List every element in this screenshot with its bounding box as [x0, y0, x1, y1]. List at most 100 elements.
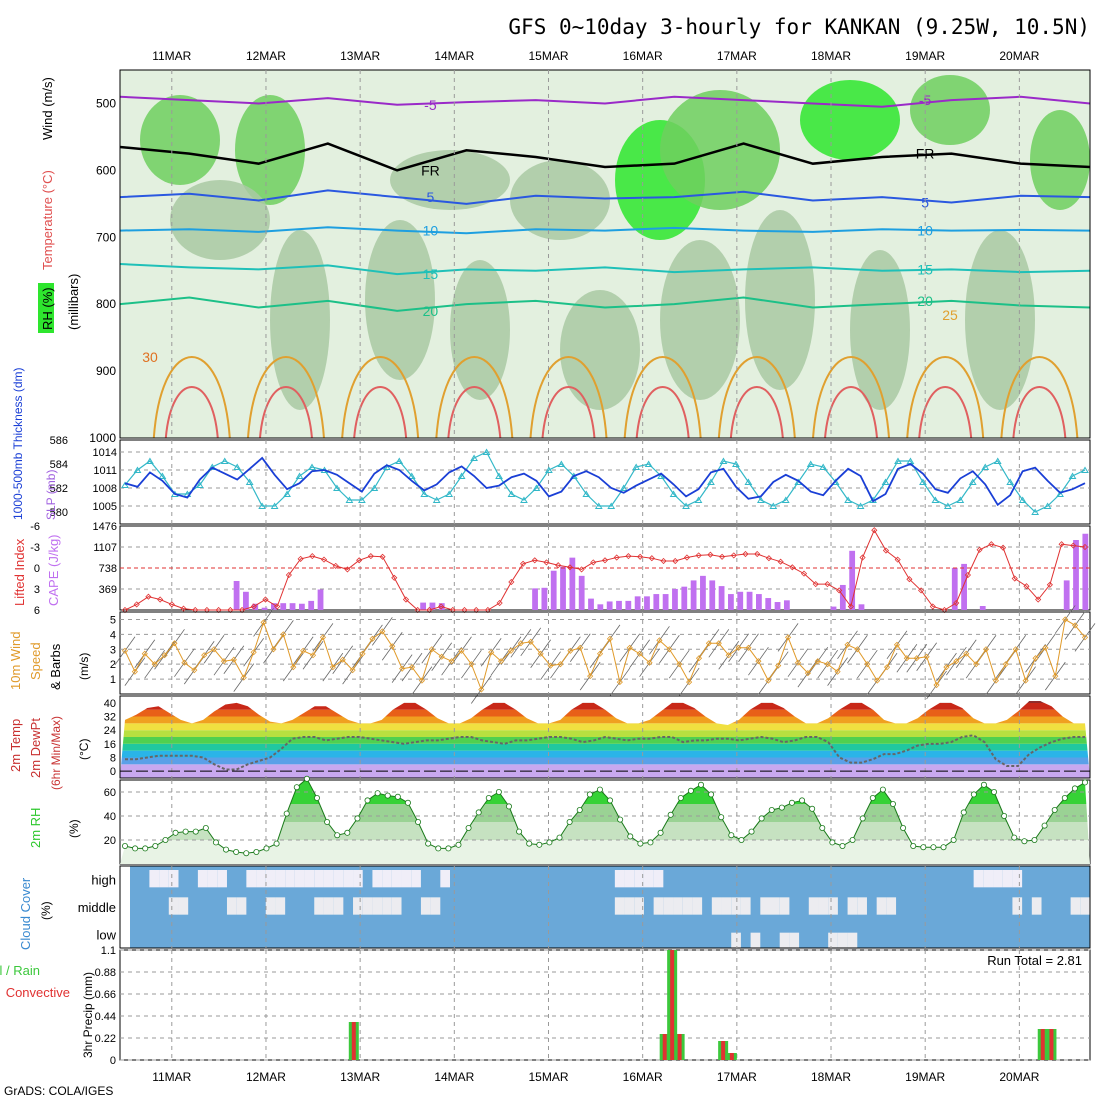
- isotherm-FR: [119, 142, 1091, 172]
- isotherm-label: -5: [424, 97, 437, 113]
- rh-point: [485, 795, 492, 802]
- panel-frame: [119, 695, 1091, 779]
- slp-point: [482, 448, 491, 455]
- cloud-gap-middle: [828, 897, 838, 915]
- wind-speed-point: [527, 638, 534, 645]
- isotherm--5: [119, 95, 1091, 108]
- cloud-gap-high: [411, 870, 421, 888]
- rh-point: [546, 839, 553, 846]
- pressure-tick: 600: [96, 163, 116, 177]
- rh-point: [334, 832, 341, 839]
- temperature-band: [120, 716, 1090, 724]
- cloud-gap-high: [1012, 870, 1023, 888]
- lifted-index-point: [953, 599, 960, 607]
- rh-point: [536, 841, 543, 848]
- lifted-index-point: [496, 599, 503, 607]
- isotherm-label: 20: [917, 293, 933, 309]
- rh-point: [596, 786, 603, 793]
- rh-point: [627, 833, 634, 840]
- lifted-index-point: [1035, 596, 1042, 603]
- day-label-top: 20MAR: [999, 49, 1039, 63]
- day-label-bottom: 19MAR: [905, 1070, 945, 1084]
- rh-shade: [510, 160, 610, 240]
- dewpoint-line: [125, 734, 1085, 771]
- slp-point: [407, 472, 416, 479]
- cape-bar: [550, 570, 557, 610]
- wind-speed-point: [151, 661, 158, 668]
- wind-speed-point: [220, 658, 228, 665]
- slp-point: [245, 478, 254, 485]
- cape-bar: [718, 586, 725, 610]
- rh-shade: [965, 230, 1035, 410]
- wind-speed-point: [567, 647, 574, 654]
- rh-point: [344, 829, 351, 836]
- cape-bar: [588, 598, 594, 610]
- wind-speed-point: [824, 661, 831, 668]
- precip-label: Total / Rain: [0, 963, 40, 978]
- lifted-index-point: [1023, 583, 1030, 590]
- lifted-index-point: [379, 553, 386, 560]
- cape-bar: [756, 594, 762, 610]
- wind-speed-point: [379, 628, 386, 635]
- isotherm-30-loop: [1012, 386, 1067, 439]
- wind-speed-point: [349, 667, 356, 674]
- wind-speed-point: [547, 662, 554, 669]
- panel-frame: [119, 69, 1091, 439]
- temp2m-unit: (°C): [77, 739, 91, 760]
- slp-point: [470, 454, 478, 461]
- cloud-gap-middle: [682, 897, 693, 915]
- cloud-gap-high: [217, 870, 227, 888]
- lifted-index-point: [918, 587, 925, 594]
- rh-point: [273, 840, 280, 847]
- day-label-bottom: 11MAR: [152, 1070, 191, 1084]
- isotherm-30-loop: [729, 386, 784, 439]
- rh-point: [637, 840, 644, 847]
- cape-bar: [765, 598, 772, 610]
- slp-point: [756, 496, 765, 503]
- panel-frame: [119, 949, 1091, 1061]
- lifted-index-point: [1011, 575, 1018, 582]
- rh-shade: [170, 180, 270, 260]
- precip-tick: 0.22: [95, 1033, 116, 1045]
- cape-bar: [961, 563, 967, 610]
- rh-point: [364, 797, 371, 804]
- wind-speed-point: [309, 652, 317, 659]
- cape-bar: [429, 602, 436, 610]
- precip-convective-bar: [729, 1053, 734, 1060]
- lifted-index-point: [660, 557, 667, 565]
- lifted-index-point: [695, 552, 702, 559]
- cape-tick: 1107: [93, 542, 117, 554]
- lifted-index-point: [1058, 541, 1065, 548]
- cloud-gap-high: [983, 870, 994, 888]
- temp2m-label: 2m DewPt: [28, 718, 43, 778]
- cloud-gap-middle: [876, 897, 887, 915]
- rh-point: [313, 795, 320, 802]
- day-label-bottom: 18MAR: [811, 1070, 851, 1084]
- lifted-index-point: [999, 544, 1007, 551]
- cape-bar: [979, 606, 986, 610]
- isotherm-10: [119, 226, 1091, 235]
- rh-point: [657, 829, 664, 836]
- rh-point: [778, 804, 785, 811]
- lifted-index-point: [508, 578, 515, 586]
- cape-bar: [830, 606, 837, 610]
- wind-speed-point: [498, 658, 505, 665]
- rh-shade: [270, 230, 330, 410]
- temperature-band: [120, 737, 1090, 744]
- wind-speed-point: [329, 664, 336, 671]
- cape-bar: [597, 604, 604, 610]
- rh-point: [415, 819, 422, 826]
- cape-bar: [662, 594, 669, 610]
- isotherm-25-loop: [1000, 356, 1079, 439]
- cloud-gap-middle: [711, 897, 722, 915]
- rh-tick: 60: [104, 787, 116, 799]
- cloud-gap-high: [314, 870, 324, 888]
- day-label-bottom: 20MAR: [999, 1070, 1039, 1084]
- cloud-gap-high: [624, 870, 635, 888]
- rh-shade: [800, 80, 900, 160]
- cloud-gap-middle: [673, 897, 683, 915]
- lifted-index-point: [672, 557, 679, 565]
- wind-speed-point: [201, 652, 208, 659]
- precip-axis-label: 3hr Precip (mm): [81, 972, 95, 1058]
- wind-speed-point: [270, 646, 277, 653]
